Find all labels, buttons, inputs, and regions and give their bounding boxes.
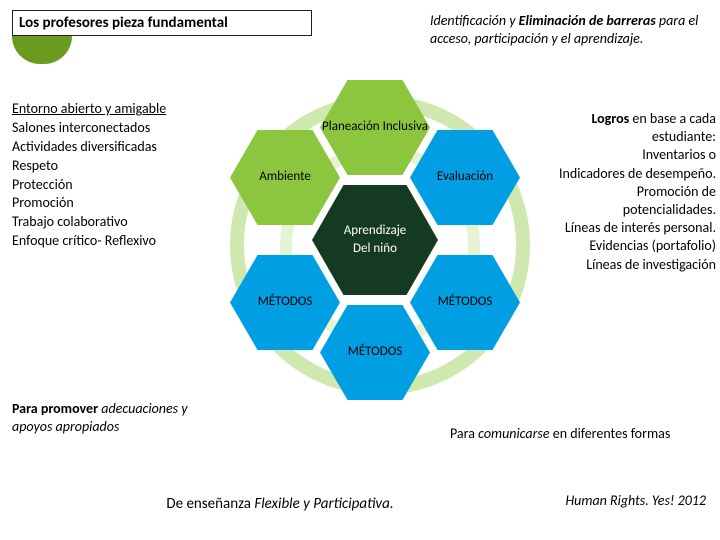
bottom-right-caption: Para comunicarse en diferentes formas — [450, 425, 690, 443]
bottom-center-prefix: De enseñanza — [166, 495, 254, 513]
hex-topright: Evaluación — [410, 130, 520, 225]
page-title-box: Los profesores pieza fundamental — [12, 10, 312, 36]
page-title: Los profesores pieza fundamental — [19, 14, 228, 32]
hex-center-l1: Aprendizaje — [344, 222, 407, 240]
left-item-7: Trabajo colaborativo — [12, 213, 232, 232]
right-item-2: Inventarios o — [556, 146, 716, 164]
bottom-right-italic: comunicarse — [478, 425, 549, 442]
right-item-3: Indicadores de desempeño. — [556, 165, 716, 183]
bottom-left-caption: Para promover adecuaciones y apoyos apro… — [12, 400, 202, 436]
right-heading-emph: Eliminación de barreras — [519, 12, 659, 29]
left-item-6: Promoción — [12, 194, 232, 213]
bottom-center-caption: De enseñanza Flexible y Participativa. — [120, 495, 440, 513]
hex-diagram: Planeación Inclusiva Ambiente Evaluación… — [195, 60, 555, 460]
right-item-4: Promoción de potencialidades. — [556, 183, 716, 219]
attribution: Human Rights. Yes! 2012 — [565, 492, 706, 509]
bottom-right-suffix: en diferentes formas — [550, 425, 671, 442]
right-item-6: Evidencias (portafolio) — [556, 237, 716, 255]
left-item-8: Enfoque crítico- Reflexivo — [12, 232, 232, 251]
bottom-left-bold: Para promover — [12, 400, 101, 417]
hex-bottom: MÉTODOS — [320, 305, 430, 400]
bottom-right-prefix: Para — [450, 425, 478, 442]
right-item-5: Líneas de interés personal. — [556, 219, 716, 237]
right-item-1: Logros en base a cada estudiante: — [556, 110, 716, 146]
right-item-7: Líneas de investigación — [556, 256, 716, 274]
left-item-3: Actividades diversificadas — [12, 138, 232, 157]
hex-top: Planeación Inclusiva — [320, 80, 430, 175]
left-item-1: Entorno abierto y amigable — [12, 100, 232, 119]
bottom-center-italic: Flexible y Participativa. — [254, 495, 393, 513]
right-heading-prefix: Identificación y — [430, 12, 519, 29]
right-heading: Identificación y Eliminación de barreras… — [430, 12, 710, 47]
left-item-5: Protección — [12, 176, 232, 195]
right-list: Logros en base a cada estudiante: Invent… — [556, 110, 716, 274]
left-list: Entorno abierto y amigable Salones inter… — [12, 100, 232, 251]
hex-botright: MÉTODOS — [410, 255, 520, 350]
hex-center: Aprendizaje Del niño — [312, 185, 438, 295]
title-logo-accent — [12, 36, 72, 64]
hex-botleft: MÉTODOS — [230, 255, 340, 350]
left-item-4: Respeto — [12, 157, 232, 176]
left-item-2: Salones interconectados — [12, 119, 232, 138]
hex-topleft: Ambiente — [230, 130, 340, 225]
hex-center-l2: Del niño — [353, 240, 397, 258]
